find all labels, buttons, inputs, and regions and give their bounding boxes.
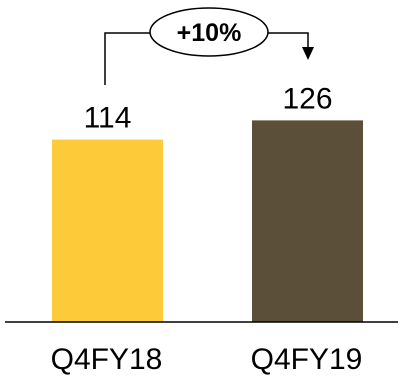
x-tick-labels-group: Q4FY18 Q4FY19	[51, 343, 363, 376]
growth-arrowhead	[302, 47, 314, 60]
bar-q4fy19	[252, 120, 363, 323]
bars-group	[52, 120, 363, 323]
x-tick-label-q4fy18: Q4FY18	[51, 343, 163, 376]
value-labels-group: 114 126	[84, 82, 333, 134]
bar-q4fy18	[52, 139, 163, 322]
x-tick-label-q4fy19: Q4FY19	[251, 343, 363, 376]
growth-annotation: +10%	[104, 7, 314, 85]
growth-label: +10%	[177, 19, 242, 47]
value-label-q4fy19: 126	[282, 82, 332, 115]
growth-ellipse	[149, 7, 269, 57]
value-label-q4fy18: 114	[84, 102, 132, 135]
